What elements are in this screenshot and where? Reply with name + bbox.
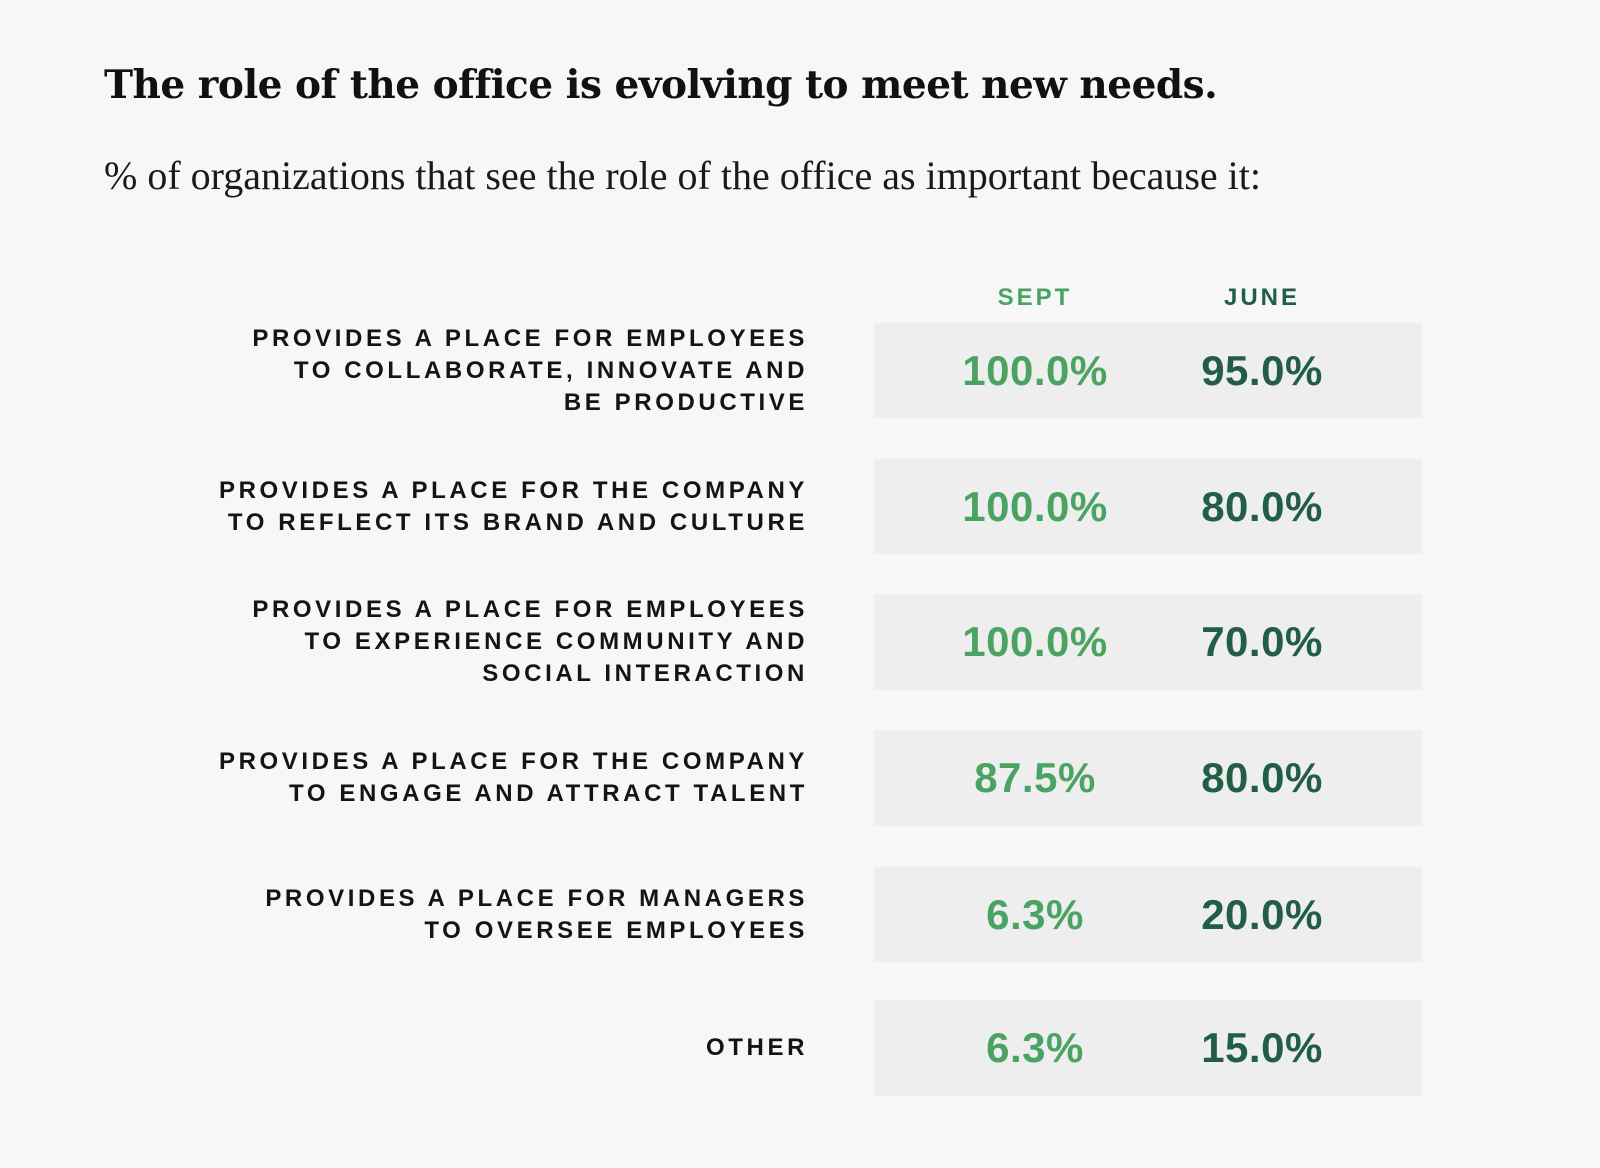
june-value: 80.0% [1201,754,1323,801]
sept-value: 87.5% [974,754,1096,801]
sept-value: 6.3% [986,1024,1084,1071]
sept-value: 100.0% [962,618,1108,665]
chart-title: The role of the office is evolving to me… [104,62,1218,108]
june-value: 80.0% [1201,482,1323,530]
june-value: 95.0% [1201,346,1323,394]
june-value: 15.0% [1201,1024,1323,1071]
column-header-june: JUNE [1223,284,1301,311]
june-value: 20.0% [1201,890,1323,938]
sept-value: 100.0% [962,346,1108,394]
table-row [874,594,1422,690]
table-row [874,323,1422,418]
row-label: OTHER [706,1034,808,1061]
column-header-sept: SEPT [997,284,1073,311]
sept-value: 100.0% [962,482,1108,530]
table-row [874,730,1422,826]
sept-value: 6.3% [986,890,1084,938]
row-label: PROVIDES A PLACE FOR THE COMPANY TO REFL… [218,476,808,536]
table-row [874,1000,1422,1096]
row-label: PROVIDES A PLACE FOR EMPLOYEES TO EXPERI… [252,596,808,687]
table-row [874,459,1422,554]
row-label: PROVIDES A PLACE FOR THE COMPANY TO ENGA… [218,748,808,807]
june-value: 70.0% [1201,618,1323,665]
chart-subtitle: % of organizations that see the role of … [104,153,1262,198]
row-label: PROVIDES A PLACE FOR MANAGERS TO OVERSEE… [265,884,808,944]
row-label: PROVIDES A PLACE FOR EMPLOYEES TO COLLAB… [252,324,808,416]
table-row [874,867,1422,962]
